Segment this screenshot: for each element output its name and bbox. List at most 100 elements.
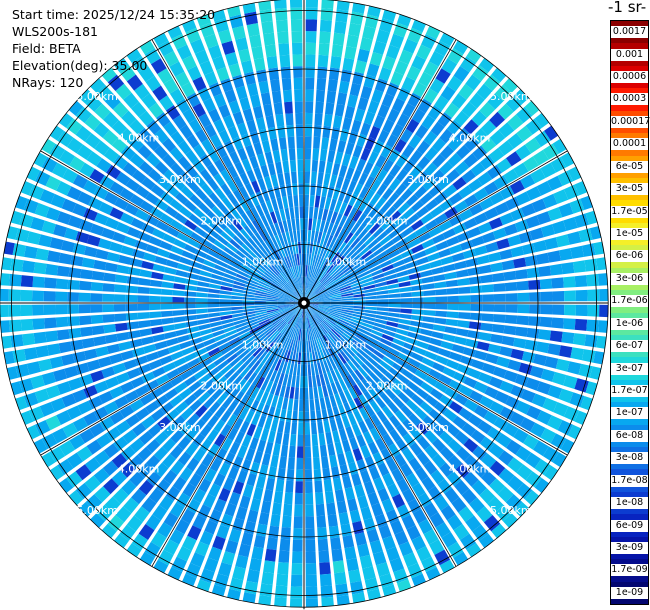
range-gate: [314, 398, 321, 411]
range-gate: [264, 325, 275, 335]
range-gate: [357, 48, 370, 63]
range-gate: [203, 197, 216, 210]
range-gate: [397, 323, 410, 331]
range-gate: [313, 207, 319, 220]
range-gate: [539, 316, 553, 328]
range-gate: [533, 353, 547, 366]
range-gate: [104, 496, 121, 513]
range-gate: [327, 185, 335, 199]
range-gate: [453, 371, 467, 383]
range-gate: [174, 212, 188, 225]
range-gate: [203, 493, 216, 509]
range-gate: [293, 66, 303, 78]
range-gate: [199, 530, 214, 546]
range-gate: [367, 588, 381, 601]
range-gate: [307, 317, 311, 329]
range-gate: [88, 395, 103, 410]
range-gate: [304, 329, 306, 341]
range-gate: [161, 281, 174, 289]
range-gate: [203, 362, 217, 373]
range-gate: [326, 263, 336, 274]
range-gate: [293, 195, 299, 207]
range-gate: [425, 25, 441, 39]
range-gate: [207, 308, 220, 313]
range-gate: [220, 169, 232, 183]
range-gate: [570, 347, 584, 361]
range-gate: [154, 256, 168, 266]
range-gate: [79, 502, 94, 517]
range-gate: [479, 58, 494, 73]
range-gate: [77, 191, 93, 206]
range-gate: [336, 92, 348, 106]
range-gate: [257, 178, 267, 191]
ray: [114, 58, 303, 301]
range-gate: [173, 283, 186, 290]
range-gate: [285, 283, 295, 293]
range-gate: [432, 362, 446, 373]
range-gate: [400, 298, 413, 303]
range-gate: [211, 584, 226, 597]
range-gate: [352, 257, 363, 267]
range-gate: [280, 272, 289, 283]
range-gate: [184, 297, 196, 303]
range-gate: [408, 457, 422, 472]
range-gate: [352, 592, 366, 604]
range-gate: [178, 171, 192, 185]
range-gate: [515, 446, 532, 462]
range-gate: [489, 401, 504, 415]
range-gate: [176, 363, 190, 374]
range-gate: [280, 309, 292, 316]
range-gate: [186, 179, 200, 193]
range-gate: [322, 348, 329, 361]
range-gate: [178, 421, 192, 435]
range-gate: [308, 265, 312, 278]
range-gate: [102, 293, 115, 302]
range-gate: [316, 309, 328, 316]
ray: [114, 305, 303, 548]
range-gate: [278, 360, 285, 373]
range-gate: [244, 355, 255, 366]
range-gate: [492, 227, 507, 240]
range-gate: [374, 281, 387, 288]
range-gate: [547, 207, 563, 221]
range-gate: [134, 355, 148, 366]
range-gate: [326, 90, 337, 104]
range-gate: [84, 457, 101, 473]
range-gate: [416, 171, 430, 185]
range-gate: [461, 101, 477, 118]
range-ring-label-layer: 1.00km2.00km3.00km4.00km5.00km1.00km2.00…: [76, 90, 531, 517]
range-gate: [245, 144, 256, 158]
range-gate: [584, 334, 598, 348]
range-gate: [198, 220, 211, 232]
range-gate: [328, 525, 340, 539]
range-gate: [283, 312, 294, 321]
range-gate: [261, 322, 272, 330]
range-gate: [400, 308, 412, 314]
range-gate: [446, 359, 460, 370]
range-gate: [8, 304, 21, 317]
range-gate: [239, 97, 251, 111]
range-gate: [386, 134, 399, 148]
range-gate: [343, 402, 353, 415]
range-gate: [343, 376, 352, 389]
range-gate: [563, 184, 580, 200]
range-gate: [232, 74, 245, 89]
range-gate: [129, 119, 145, 135]
ray: [304, 305, 334, 607]
ray: [15, 303, 302, 411]
range-gate: [420, 269, 433, 278]
range-gate: [344, 330, 356, 339]
range-gate: [328, 331, 337, 342]
range-gate: [123, 236, 137, 247]
range-gate: [311, 422, 317, 435]
range-gate: [94, 140, 110, 156]
range-gate: [281, 324, 290, 335]
range-gate: [350, 237, 361, 249]
range-gate: [192, 488, 206, 503]
range-gate: [201, 264, 214, 273]
range-gate: [304, 265, 306, 277]
range-gate: [342, 300, 354, 303]
range-gate: [64, 365, 79, 379]
range-gate: [307, 277, 311, 289]
range-gate: [103, 478, 119, 495]
